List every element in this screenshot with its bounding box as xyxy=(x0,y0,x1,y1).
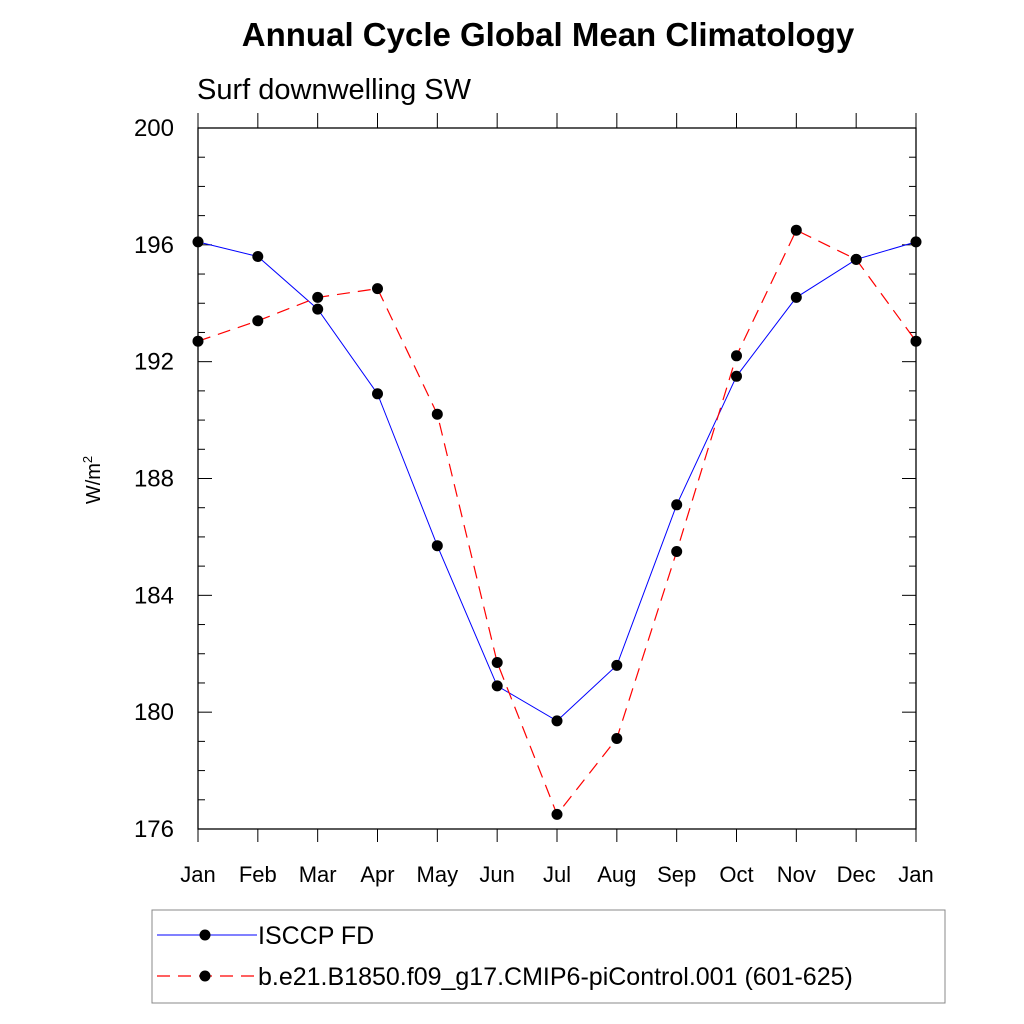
data-point-series-1 xyxy=(731,350,742,362)
data-point-series-1 xyxy=(671,546,683,557)
y-tick-label: 188 xyxy=(134,466,174,493)
data-point-series-1 xyxy=(790,224,802,236)
x-tick-label: May xyxy=(417,862,459,887)
x-tick-label: Dec xyxy=(837,862,876,887)
legend-label-model: b.e21.B1850.f09_g17.CMIP6-piControl.001 … xyxy=(258,963,853,991)
y-axis-label-sup: 2 xyxy=(80,456,95,463)
series-layer xyxy=(192,224,922,820)
x-tick-label: Oct xyxy=(719,862,753,887)
data-point-series-1 xyxy=(252,315,264,327)
y-axis-label: W/m2 xyxy=(80,456,105,504)
data-point-series-0 xyxy=(192,236,204,248)
data-point-series-1 xyxy=(611,733,623,744)
chart-subtitle: Surf downwelling SW xyxy=(197,74,472,106)
x-tick-labels: Jan Feb Mar Apr May Jun Jul Aug Sep Oct Nov Dec Jan xyxy=(180,862,933,887)
plot-frame xyxy=(197,127,917,830)
x-tick-label: Jan xyxy=(180,862,215,887)
y-tick-labels: 200 196 192 188 184 180 176 xyxy=(134,115,174,843)
x-tick-label: Apr xyxy=(360,862,394,887)
legend-marker-model xyxy=(199,970,211,982)
x-tick-label: Jun xyxy=(479,862,514,887)
legend: ISCCP FD b.e21.B1850.f09_g17.CMIP6-piCon… xyxy=(151,909,946,1004)
data-point-series-1 xyxy=(551,808,563,820)
legend-label-isccp: ISCCP FD xyxy=(258,922,374,950)
y-tick-label: 196 xyxy=(134,232,174,259)
data-point-series-0 xyxy=(431,540,443,552)
y-tick-label: 176 xyxy=(134,816,174,843)
y-axis-label-base: W/m xyxy=(83,463,105,504)
x-tick-label: Nov xyxy=(777,862,816,887)
data-point-series-1 xyxy=(431,408,443,420)
ticks xyxy=(197,113,917,842)
data-point-series-1 xyxy=(192,335,204,347)
data-point-series-0 xyxy=(312,303,324,315)
data-point-series-0 xyxy=(252,251,264,262)
y-tick-label: 180 xyxy=(134,699,174,726)
data-point-series-0 xyxy=(731,370,742,382)
y-tick-label: 200 xyxy=(134,115,174,142)
data-point-series-1 xyxy=(312,291,324,303)
x-tick-label: Jul xyxy=(543,862,571,887)
chart-title: Annual Cycle Global Mean Climatology xyxy=(242,16,855,53)
data-point-series-0 xyxy=(372,388,383,400)
data-point-series-0 xyxy=(611,659,623,671)
data-point-series-0 xyxy=(910,236,922,248)
y-tick-label: 184 xyxy=(134,582,174,609)
data-point-series-1 xyxy=(850,253,862,265)
legend-box xyxy=(151,909,946,1004)
x-tick-label: Sep xyxy=(657,862,696,887)
x-tick-label: Mar xyxy=(299,862,337,887)
data-point-series-1 xyxy=(491,657,503,668)
data-point-series-0 xyxy=(551,715,563,727)
series-line-0 xyxy=(197,241,917,722)
y-tick-label: 192 xyxy=(134,349,174,376)
data-point-series-1 xyxy=(910,335,922,347)
data-point-series-0 xyxy=(671,499,683,511)
x-tick-label: Feb xyxy=(239,862,277,887)
data-point-series-0 xyxy=(491,680,503,692)
legend-marker-isccp xyxy=(199,929,211,941)
x-tick-label: Jan xyxy=(898,862,933,887)
data-point-series-0 xyxy=(790,291,802,303)
series-line-1 xyxy=(197,229,917,816)
data-point-series-1 xyxy=(372,283,383,295)
x-tick-label: Aug xyxy=(597,862,636,887)
